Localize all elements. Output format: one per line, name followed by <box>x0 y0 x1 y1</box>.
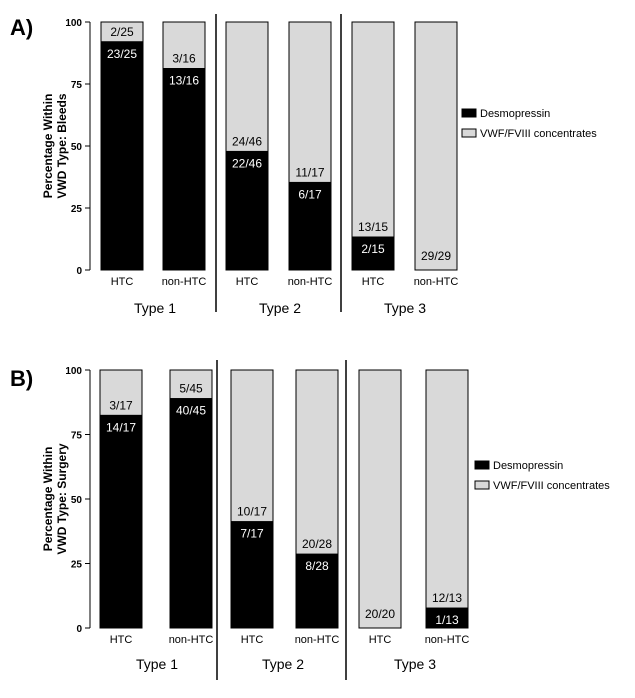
bar-label-concentrates: 20/28 <box>302 537 332 551</box>
bar-label-desmopressin: 6/17 <box>298 187 322 201</box>
bar-label-concentrates: 24/46 <box>232 134 262 148</box>
bar-desmopressin <box>351 236 395 271</box>
bar-concentrates <box>162 21 206 69</box>
group-label: Type 1 <box>134 300 176 316</box>
bar-label-desmopressin: 8/28 <box>305 559 329 573</box>
group-label: Type 1 <box>136 656 178 672</box>
bar-label-concentrates: 5/45 <box>179 382 203 396</box>
legend: Desmopressin VWF/FVIII concentrates <box>474 460 610 492</box>
y-tick-label: 25 <box>71 204 83 215</box>
bar-concentrates <box>351 21 395 238</box>
x-category-label: non-HTC <box>288 276 333 288</box>
legend-swatch-concentrates <box>474 480 490 490</box>
bar-concentrates <box>358 369 402 629</box>
bar-label-concentrates: 3/17 <box>109 398 133 412</box>
x-category-label: non-HTC <box>162 276 207 288</box>
bar-concentrates <box>169 369 213 400</box>
chart-panel-1: A) Percentage WithinVWD Type: Bleeds 0 25 50… <box>10 14 597 316</box>
group-label: Type 3 <box>394 656 436 672</box>
y-tick-label: 0 <box>76 266 82 277</box>
x-category-label: HTC <box>241 634 264 646</box>
x-category-label: HTC <box>110 634 133 646</box>
group-label: Type 3 <box>384 300 426 316</box>
legend-label-desmopressin: Desmopressin <box>480 108 550 120</box>
bar-label-desmopressin: 14/17 <box>106 420 136 434</box>
x-category-label: HTC <box>369 634 392 646</box>
y-tick-label: 75 <box>71 431 83 442</box>
bar-label-desmopressin: 23/25 <box>107 47 137 61</box>
bar-label-concentrates: 11/17 <box>295 165 324 179</box>
bar-label-concentrates: 2/25 <box>110 25 134 39</box>
bar-concentrates <box>99 369 143 416</box>
bar-desmopressin <box>230 521 274 629</box>
bar-label-concentrates: 12/13 <box>432 591 462 605</box>
y-tick-label: 100 <box>65 18 82 29</box>
bar-concentrates <box>288 21 332 183</box>
panel-label: A) <box>10 15 33 40</box>
bar-label-concentrates: 10/17 <box>237 505 267 519</box>
y-axis-title-line: VWD Type: Surgery <box>55 443 69 554</box>
bar-label-desmopressin: 1/13 <box>435 613 459 627</box>
bar-label-desmopressin: 2/15 <box>361 242 385 256</box>
bar-desmopressin <box>425 607 469 629</box>
legend-label-desmopressin: Desmopressin <box>493 460 563 472</box>
bar-desmopressin <box>225 150 269 271</box>
group-label: Type 2 <box>262 656 304 672</box>
y-axis-title: Percentage WithinVWD Type: Surgery <box>41 443 69 554</box>
legend-swatch-desmopressin <box>474 460 490 470</box>
bar-label-desmopressin: 7/17 <box>240 527 264 541</box>
x-category-label: non-HTC <box>414 276 459 288</box>
bar-desmopressin <box>169 398 213 629</box>
panel-label: B) <box>10 366 33 391</box>
y-tick-label: 50 <box>71 495 83 506</box>
x-category-label: HTC <box>236 276 259 288</box>
bar-label-concentrates: 13/15 <box>358 220 388 234</box>
chart-panel-2: B) Percentage WithinVWD Type: Surgery 0 25 5… <box>10 360 610 680</box>
bar-desmopressin <box>295 553 339 629</box>
x-category-label: non-HTC <box>295 634 340 646</box>
group-label: Type 2 <box>259 300 301 316</box>
x-category-label: HTC <box>362 276 385 288</box>
bar-label-concentrates: 29/29 <box>421 249 451 263</box>
legend-label-concentrates: VWF/FVIII concentrates <box>480 128 597 140</box>
x-category-label: non-HTC <box>169 634 214 646</box>
y-axis-title: Percentage WithinVWD Type: Bleeds <box>41 93 69 198</box>
y-tick-label: 100 <box>65 366 82 377</box>
bar-desmopressin <box>288 181 332 271</box>
bar-concentrates <box>225 21 269 152</box>
y-tick-label: 75 <box>71 80 83 91</box>
legend-swatch-desmopressin <box>461 108 477 118</box>
y-axis-title-line: Percentage Within <box>41 94 55 199</box>
bar-label-desmopressin: 22/46 <box>232 156 262 170</box>
y-tick-label: 25 <box>71 560 83 571</box>
legend-swatch-concentrates <box>461 128 477 138</box>
y-axis-title-line: Percentage Within <box>41 447 55 552</box>
y-tick-label: 50 <box>71 142 83 153</box>
y-axis-title-line: VWD Type: Bleeds <box>55 93 69 198</box>
x-category-label: non-HTC <box>425 634 470 646</box>
legend-label-concentrates: VWF/FVIII concentrates <box>493 480 610 492</box>
y-tick-label: 0 <box>76 624 82 635</box>
bar-concentrates <box>414 21 458 271</box>
bar-label-desmopressin: 40/45 <box>176 404 206 418</box>
bar-label-concentrates: 3/16 <box>172 52 196 66</box>
bar-label-desmopressin: 13/16 <box>169 74 199 88</box>
bar-desmopressin <box>99 414 143 629</box>
legend: Desmopressin VWF/FVIII concentrates <box>461 108 597 140</box>
bar-desmopressin <box>100 41 144 271</box>
bar-desmopressin <box>162 68 206 271</box>
bar-label-concentrates: 20/20 <box>365 607 395 621</box>
bar-concentrates <box>230 369 274 523</box>
bar-concentrates <box>295 369 339 555</box>
x-category-label: HTC <box>111 276 134 288</box>
bar-concentrates <box>425 369 469 609</box>
